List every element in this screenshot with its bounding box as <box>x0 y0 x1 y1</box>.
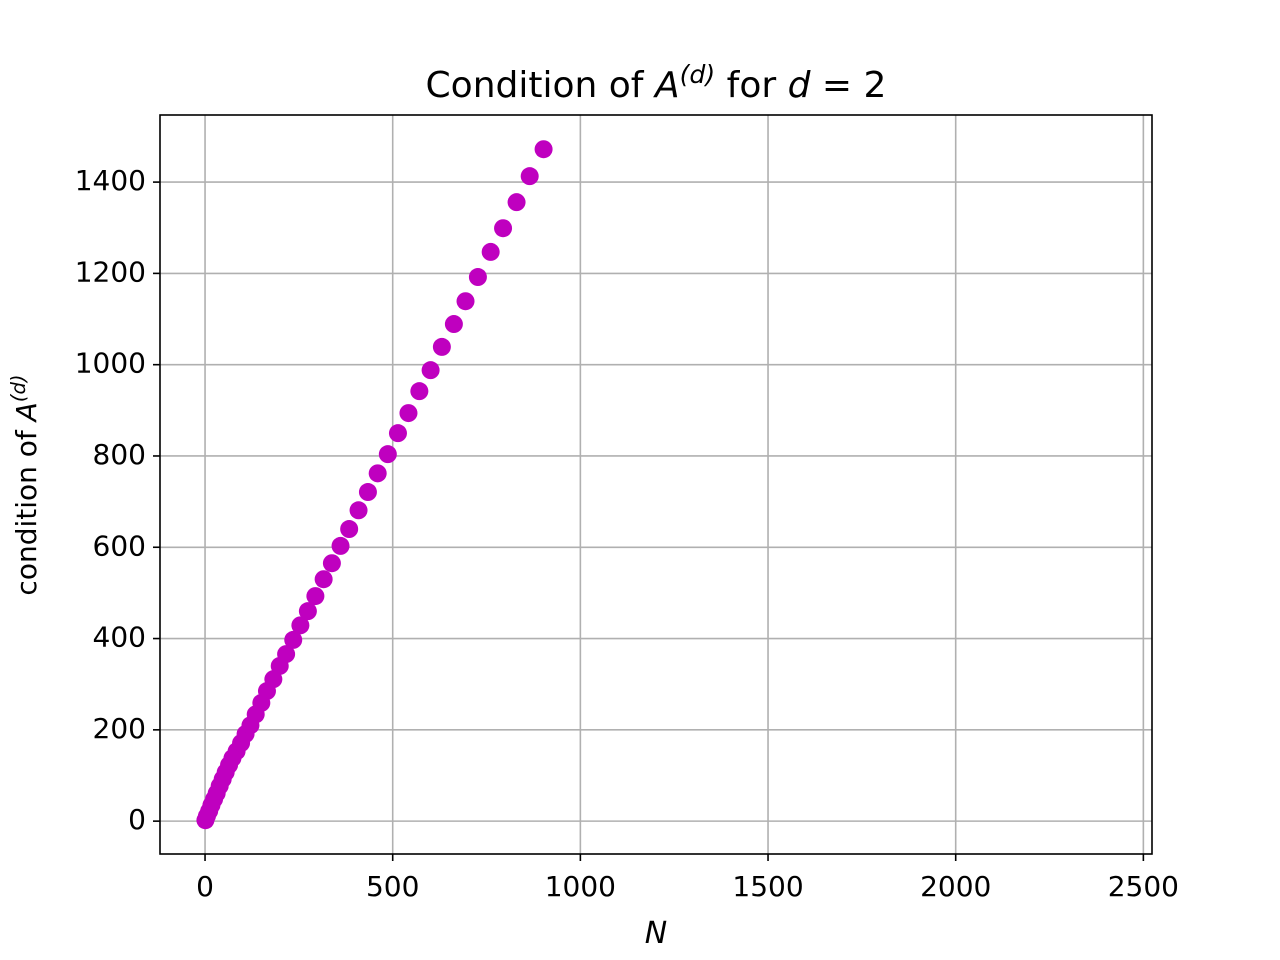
point <box>368 464 387 483</box>
y-tick-label: 800 <box>93 438 146 471</box>
point <box>468 268 487 287</box>
y-tick-label: 1400 <box>75 164 146 197</box>
point <box>399 404 418 423</box>
y-tick-label: 200 <box>93 712 146 745</box>
y-axis-label: condition of A(d) <box>7 374 44 595</box>
x-tick-label: 2000 <box>920 870 991 903</box>
x-tick-label: 1000 <box>545 870 616 903</box>
x-tick-label: 2500 <box>1108 870 1179 903</box>
label-part: d <box>788 65 812 106</box>
label-part: for <box>715 65 787 106</box>
point <box>507 193 526 212</box>
grid <box>160 115 1152 854</box>
point <box>432 337 451 356</box>
plot-frame <box>159 114 1153 855</box>
point <box>306 587 325 606</box>
ticks: 0 500 1000 1500 2000 2500 0 200 400 600 800 1000 120… <box>75 164 1179 903</box>
point <box>388 424 407 443</box>
point <box>277 645 296 664</box>
y-tick-label: 1200 <box>75 255 146 288</box>
point <box>322 554 341 573</box>
y-tick-label: 1000 <box>75 347 146 380</box>
label-part: (d) <box>7 374 30 402</box>
label-part: = 2 <box>810 65 886 106</box>
point <box>534 140 553 159</box>
x-tick-label: 500 <box>366 870 419 903</box>
label-part: (d) <box>680 60 716 89</box>
point <box>410 382 429 401</box>
point <box>378 445 397 464</box>
chart-title: Condition of A(d) for d = 2 <box>426 60 887 107</box>
x-tick-label: 1500 <box>732 870 803 903</box>
label-part: condition of <box>10 421 43 595</box>
point <box>349 501 368 520</box>
point <box>520 167 539 186</box>
point <box>291 616 310 635</box>
point <box>298 602 317 621</box>
point <box>421 361 440 380</box>
point <box>358 483 377 502</box>
point <box>331 536 350 555</box>
label-part: A <box>653 65 680 106</box>
label-part: A <box>10 402 43 423</box>
x-axis-label: N <box>645 916 667 951</box>
marks <box>196 140 553 830</box>
point <box>314 570 333 589</box>
point <box>444 315 463 334</box>
point <box>284 630 303 649</box>
point <box>494 219 513 238</box>
x-tick-label: 0 <box>196 870 214 903</box>
point <box>481 242 500 261</box>
point <box>340 520 359 539</box>
point <box>456 292 475 311</box>
y-tick-label: 0 <box>128 803 146 836</box>
y-tick-label: 600 <box>93 529 146 562</box>
label-part: Condition of <box>426 65 655 106</box>
y-tick-label: 400 <box>93 621 146 654</box>
